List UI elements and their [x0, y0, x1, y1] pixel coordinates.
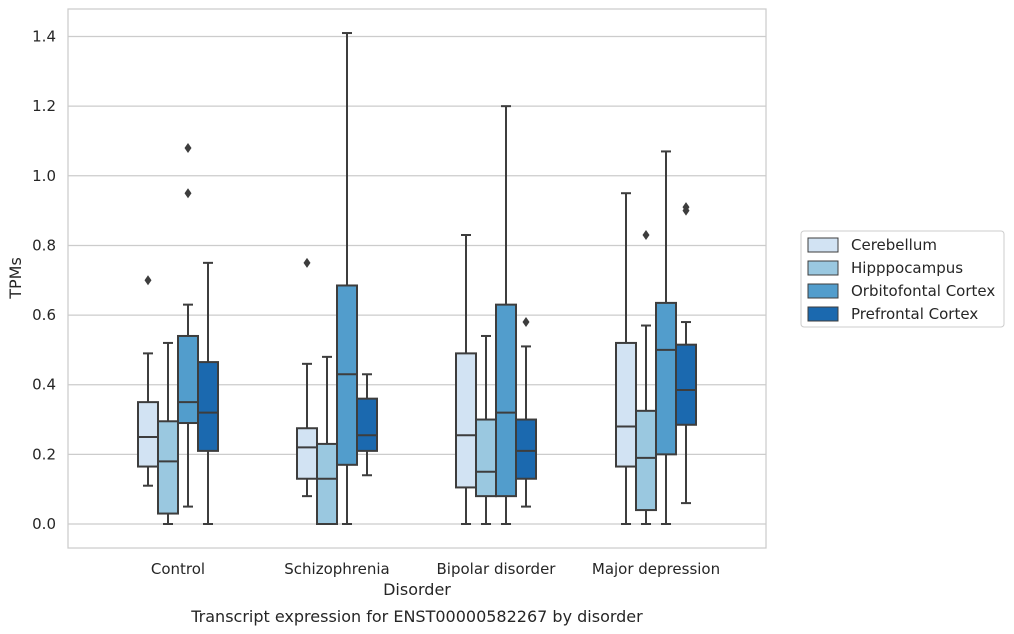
legend: Cerebellum Hipppocampus Orbitofontal Corte… [800, 230, 1005, 328]
box-plot [157, 341, 179, 525]
y-tick-label: 0.2 [32, 445, 56, 463]
box-iqr [475, 418, 497, 498]
box-plot [316, 355, 338, 525]
box-iqr [296, 427, 318, 480]
box-plot [655, 150, 677, 525]
y-tick-label: 1.0 [32, 167, 56, 185]
x-tick-label: Schizophrenia [284, 560, 389, 578]
outlier-point [682, 202, 690, 213]
legend-swatch [807, 306, 839, 322]
box-plot-series [137, 32, 697, 525]
box-iqr [157, 420, 179, 515]
y-tick-label: 1.2 [32, 97, 56, 115]
legend-swatch [807, 283, 839, 299]
y-tick-label: 0.0 [32, 515, 56, 533]
y-axis-ticks: 0.0 0.2 0.4 0.6 0.8 1.0 1.2 1.4 [32, 28, 56, 533]
series-prefrontal-cortex [197, 202, 697, 525]
legend-swatch [807, 237, 839, 253]
legend-label: Cerebellum [851, 236, 937, 254]
x-axis-ticks: Control Schizophrenia Bipolar disorder Majo… [151, 560, 720, 578]
legend-label: Orbitofontal Cortex [851, 282, 995, 300]
legend-item: Prefrontal Cortex [807, 305, 978, 323]
box-plot [137, 275, 159, 487]
box-iqr [515, 418, 537, 480]
y-tick-label: 0.4 [32, 376, 56, 394]
legend-item: Hipppocampus [807, 259, 963, 277]
legend-label: Prefrontal Cortex [851, 305, 978, 323]
y-tick-label: 0.6 [32, 306, 56, 324]
x-tick-label: Bipolar disorder [437, 560, 557, 578]
box-plot [515, 317, 537, 508]
box-iqr [316, 442, 338, 525]
box-plot [475, 334, 497, 525]
box-plot [197, 261, 219, 525]
x-tick-label: Major depression [592, 560, 720, 578]
outlier-point [522, 317, 530, 328]
x-tick-label: Control [151, 560, 205, 578]
box-plot [356, 373, 378, 477]
series-orbitofontal-cortex [177, 32, 677, 525]
box-iqr [197, 361, 219, 452]
legend-frame [800, 230, 1005, 328]
outlier-point [303, 257, 311, 268]
outlier-point [184, 142, 192, 153]
y-tick-label: 1.4 [32, 28, 56, 46]
box-plot [635, 229, 657, 525]
box-iqr [615, 341, 637, 468]
legend-label: Hipppocampus [851, 259, 963, 277]
box-iqr [495, 303, 517, 498]
box-plot [296, 257, 318, 498]
box-iqr [675, 343, 697, 426]
box-iqr [137, 401, 159, 468]
box-plot [675, 202, 697, 505]
box-plot [336, 32, 358, 525]
outlier-point [184, 188, 192, 199]
box-plot [615, 192, 637, 525]
box-plot [177, 142, 199, 508]
plot-frame [67, 8, 767, 549]
outlier-point [144, 275, 152, 286]
box-iqr [177, 334, 199, 425]
box-plot [495, 105, 517, 525]
legend-item: Orbitofontal Cortex [807, 282, 995, 300]
legend-item: Cerebellum [807, 236, 937, 254]
y-axis-label: TPMs [6, 257, 25, 300]
box-iqr [455, 352, 477, 489]
series-cerebellum [137, 192, 637, 525]
legend-swatch [807, 260, 839, 276]
x-axis-label: Disorder [383, 580, 451, 599]
chart-caption: Transcript expression for ENST0000058226… [190, 607, 643, 626]
box-plot [455, 233, 477, 525]
box-iqr [655, 301, 677, 456]
outlier-point [642, 229, 650, 240]
y-tick-label: 0.8 [32, 236, 56, 254]
box-iqr [635, 409, 657, 512]
series-hipppocampus [157, 229, 657, 525]
box-iqr [356, 397, 378, 452]
